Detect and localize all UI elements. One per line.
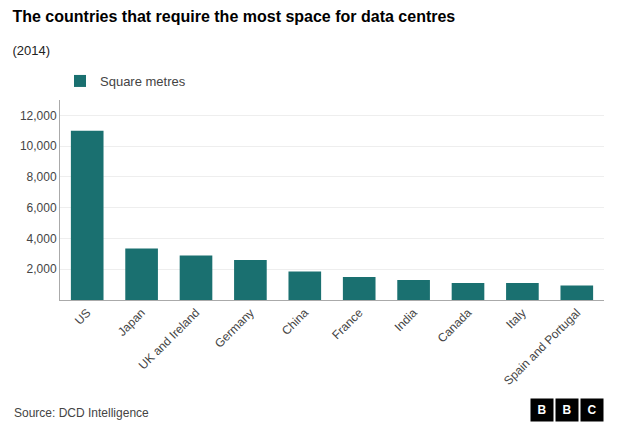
svg-text:2,000: 2,000 <box>27 262 57 276</box>
svg-text:Spain and Portugal: Spain and Portugal <box>501 306 583 388</box>
svg-text:B: B <box>538 403 547 417</box>
svg-text:Japan: Japan <box>115 306 148 339</box>
svg-text:India: India <box>392 306 421 335</box>
svg-text:Square metres: Square metres <box>100 74 186 89</box>
svg-text:Italy: Italy <box>503 306 528 331</box>
svg-text:8,000: 8,000 <box>27 170 57 184</box>
svg-text:China: China <box>279 306 311 338</box>
svg-text:France: France <box>329 306 366 343</box>
svg-text:Source: DCD Intelligence: Source: DCD Intelligence <box>14 406 149 420</box>
svg-text:(2014): (2014) <box>12 43 50 58</box>
svg-text:6,000: 6,000 <box>27 201 57 215</box>
svg-text:UK and Ireland: UK and Ireland <box>136 306 203 373</box>
svg-text:4,000: 4,000 <box>27 232 57 246</box>
svg-text:B: B <box>563 403 572 417</box>
svg-text:The countries that require the: The countries that require the most spac… <box>12 8 455 25</box>
svg-text:Germany: Germany <box>212 306 257 351</box>
svg-text:C: C <box>588 403 597 417</box>
svg-text:US: US <box>72 306 94 328</box>
svg-text:12,000: 12,000 <box>20 109 57 123</box>
svg-text:Canada: Canada <box>435 306 475 346</box>
svg-text:10,000: 10,000 <box>20 139 57 153</box>
